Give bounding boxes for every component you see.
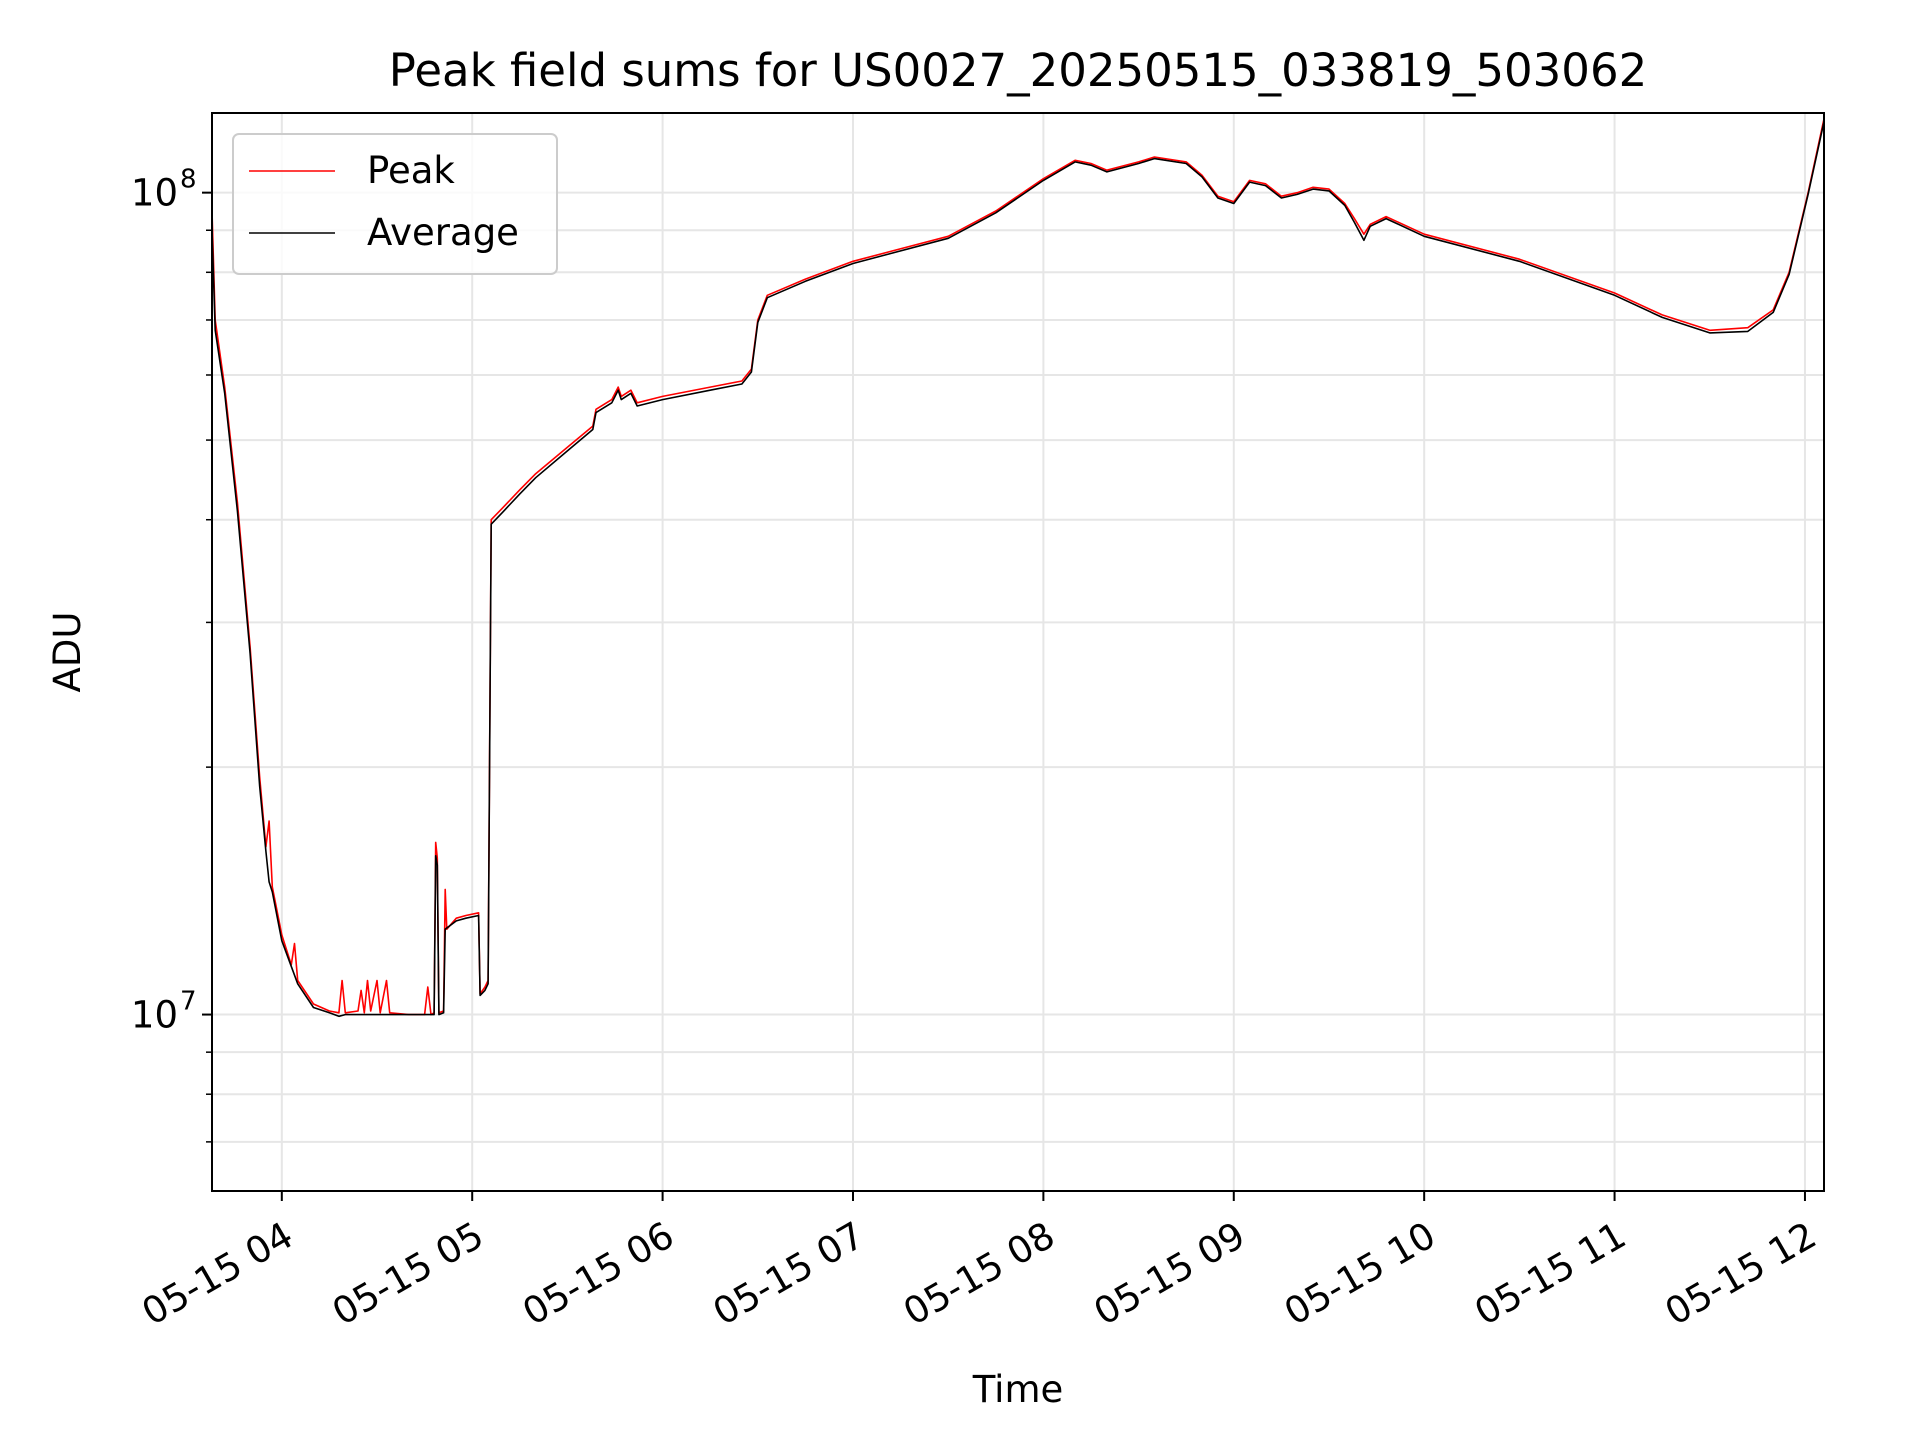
chart-title: Peak field sums for US0027_20250515_0338… bbox=[389, 44, 1647, 97]
legend: Peak Average bbox=[232, 133, 558, 275]
series-line-average bbox=[211, 121, 1825, 1018]
y-tick-label: 10 bbox=[131, 172, 178, 215]
legend-peak-label: Peak bbox=[367, 149, 455, 192]
plot-frame bbox=[211, 112, 1825, 1192]
series-line-peak bbox=[211, 118, 1825, 1016]
y-axis-label: ADU bbox=[46, 612, 89, 693]
y-tick-label: 10 bbox=[131, 994, 178, 1037]
x-axis-label: Time bbox=[972, 1368, 1064, 1411]
series-lines bbox=[211, 118, 1825, 1018]
y-tick-exponent: 8 bbox=[180, 165, 197, 195]
legend-box bbox=[232, 133, 558, 275]
y-tick-exponent: 7 bbox=[180, 987, 197, 1017]
legend-average-label: Average bbox=[367, 211, 519, 254]
